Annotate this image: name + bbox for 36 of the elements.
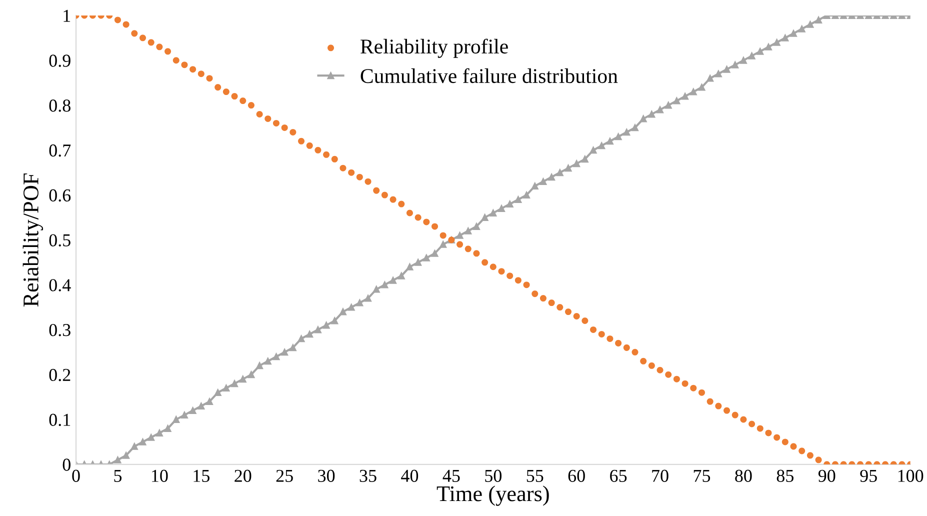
x-tick-label: 25 bbox=[276, 470, 293, 482]
x-tick-label: 35 bbox=[360, 470, 376, 482]
y-tick-label: 0.2 bbox=[49, 368, 70, 382]
x-tick-label: 85 bbox=[776, 470, 794, 482]
x-tick-label: 80 bbox=[735, 470, 752, 482]
x-tick-label: 60 bbox=[568, 470, 585, 482]
y-axis-title: Reiability/POF bbox=[22, 173, 44, 307]
x-tick-label: 95 bbox=[860, 470, 877, 482]
x-tick-label: 50 bbox=[485, 470, 502, 482]
legend-label: Reliability profile bbox=[360, 38, 508, 58]
x-tick-label: 10 bbox=[152, 470, 168, 482]
x-axis-title: Time (years) bbox=[436, 486, 549, 506]
y-tick-label: 0 bbox=[62, 458, 70, 471]
x-tick-label: 75 bbox=[694, 470, 710, 482]
y-tick-label: 0.5 bbox=[49, 234, 70, 246]
y-tick-label: 0.1 bbox=[49, 414, 70, 426]
y-tick-label: 0.3 bbox=[49, 324, 70, 336]
y-tick-label: 0.4 bbox=[49, 279, 71, 292]
x-tick-label: 65 bbox=[610, 470, 627, 482]
y-tick-label: 0.9 bbox=[49, 54, 70, 67]
x-tick-label: 70 bbox=[652, 470, 668, 482]
x-tick-label: 90 bbox=[818, 470, 836, 482]
y-tick-label: 0.6 bbox=[49, 189, 71, 202]
x-tick-label: 15 bbox=[194, 470, 210, 482]
x-tick-label: 40 bbox=[401, 470, 418, 482]
x-tick-label: 55 bbox=[526, 470, 544, 482]
x-tick-label: 30 bbox=[318, 470, 335, 482]
y-tick-label: 1 bbox=[64, 10, 70, 22]
x-tick-label: 0 bbox=[72, 470, 80, 482]
x-tick-label: 20 bbox=[234, 470, 252, 482]
x-tick-label: 100 bbox=[898, 470, 924, 482]
legend-label: Cumulative failure distribution bbox=[360, 68, 618, 84]
x-tick-label: 5 bbox=[114, 470, 122, 482]
y-tick-label: 0.8 bbox=[49, 100, 70, 112]
y-tick-label: 0.7 bbox=[49, 144, 71, 157]
x-tick-label: 45 bbox=[442, 470, 460, 482]
